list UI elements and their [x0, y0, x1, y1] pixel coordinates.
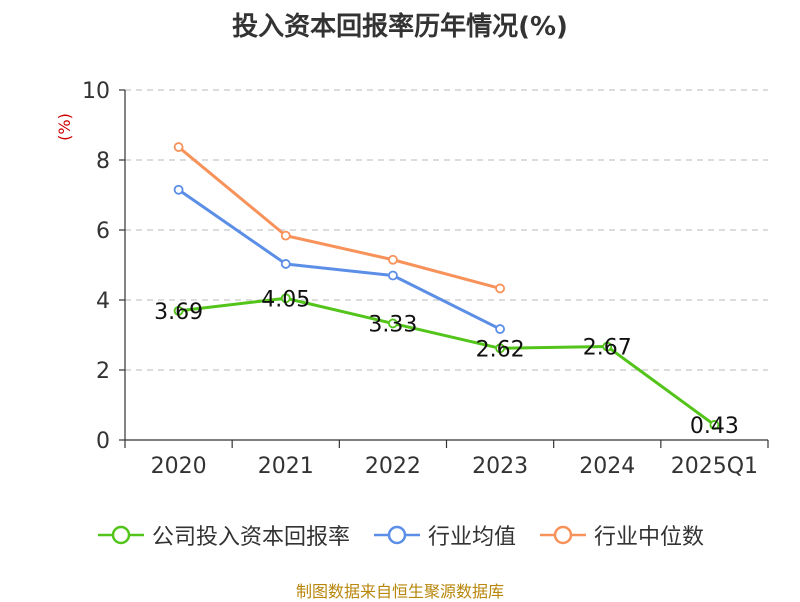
data-point	[388, 254, 398, 265]
legend-item-industry-median[interactable]: 行业中位数	[538, 519, 704, 551]
legend-circle	[553, 525, 573, 545]
y-tick-label: 4	[96, 289, 110, 314]
data-point	[388, 270, 398, 281]
data-point	[173, 184, 184, 195]
data-point	[602, 341, 613, 352]
data-point	[280, 259, 291, 269]
legend-marker-industry-mean	[373, 525, 420, 545]
x-tick-label: 2023	[472, 454, 528, 479]
series-line	[177, 296, 716, 427]
x-tick-label: 2024	[579, 454, 635, 479]
data-point	[280, 293, 291, 304]
data-point	[495, 343, 505, 354]
x-tick-label: 2025Q1	[671, 454, 758, 479]
series-lines	[173, 142, 720, 430]
data-labels: 3.69 4.05 3.33 2.62 2.67 0.43	[154, 287, 739, 439]
y-tick-label: 10	[82, 79, 110, 104]
legend: 公司投入资本回报率 行业均值 行业中位数	[0, 519, 800, 551]
y-axis-label: (%)	[55, 113, 74, 141]
axes: 0 2 4 6 8 10 2020 2021 2022 2023 2024 2025Q1 (%)	[55, 79, 769, 479]
y-tick-label: 2	[96, 359, 110, 384]
data-point	[388, 318, 398, 329]
series-line	[177, 145, 502, 290]
data-point	[173, 305, 184, 316]
data-label: 3.69	[154, 300, 203, 325]
data-point	[280, 230, 291, 241]
legend-item-industry-mean[interactable]: 行业均值	[372, 519, 516, 551]
legend-label-industry-mean: 行业均值	[427, 525, 516, 550]
x-tick-label: 2022	[365, 454, 421, 479]
data-point	[495, 324, 505, 334]
legend-label-company: 公司投入资本回报率	[151, 525, 350, 550]
x-tick-label: 2020	[151, 454, 207, 479]
grid-lines	[125, 89, 768, 371]
data-point	[173, 142, 184, 152]
x-tick-label: 2021	[258, 454, 314, 479]
series-line	[177, 188, 502, 331]
legend-circle	[387, 525, 407, 545]
data-label: 4.05	[261, 287, 310, 312]
data-label: 2.62	[476, 337, 525, 362]
y-tick-label: 6	[96, 219, 110, 244]
chart-title: 投入资本回报率历年情况(%)	[232, 12, 568, 42]
y-tick-label: 0	[96, 429, 110, 454]
data-point	[495, 283, 505, 294]
legend-circle	[111, 525, 131, 545]
legend-label-industry-median: 行业中位数	[594, 525, 705, 550]
data-label: 0.43	[690, 414, 739, 439]
data-label: 2.67	[583, 336, 632, 361]
data-label: 3.33	[368, 312, 417, 337]
legend-marker-industry-median	[540, 525, 586, 545]
y-tick-label: 8	[96, 149, 110, 174]
legend-marker-company	[97, 525, 144, 545]
data-point	[709, 420, 720, 430]
legend-item-company[interactable]: 公司投入资本回报率	[96, 519, 350, 551]
source-footnote: 制图数据来自恒生聚源数据库	[295, 582, 504, 601]
